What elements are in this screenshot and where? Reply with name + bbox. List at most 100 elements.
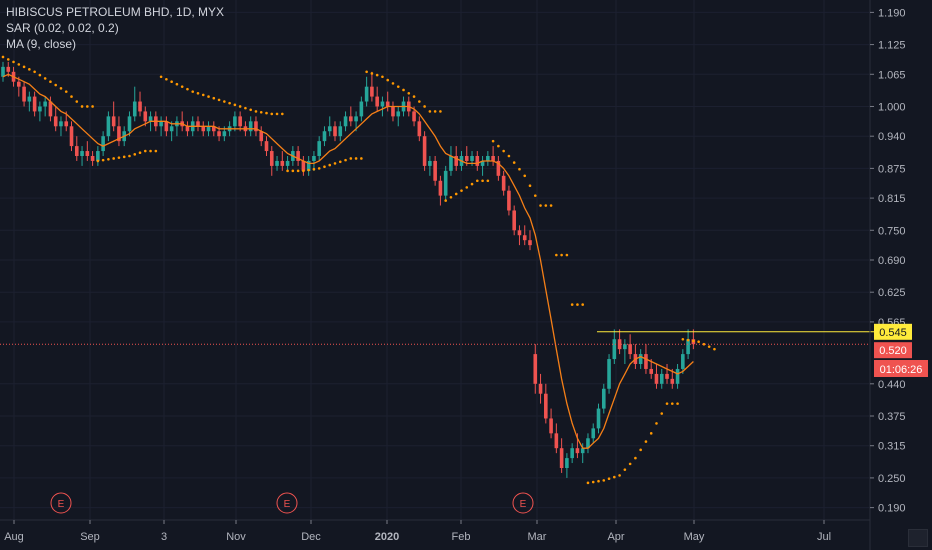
candle-body — [322, 131, 327, 142]
sar-dot — [444, 199, 447, 202]
sar-dot — [223, 100, 226, 103]
candle-body — [565, 458, 569, 468]
candle-body — [269, 151, 274, 166]
sar-dot — [244, 106, 247, 110]
sar-dot — [186, 87, 189, 91]
ma-indicator-label[interactable]: MA (9, close) — [6, 37, 77, 51]
sar-dot — [370, 72, 374, 75]
candle-body — [507, 190, 511, 211]
countdown-badge — [874, 360, 928, 377]
earnings-label: E — [520, 499, 527, 510]
sar-dot — [591, 480, 595, 484]
candle-body — [280, 160, 285, 166]
alert-price-badge — [874, 323, 912, 340]
y-tick-label: 1.000 — [878, 101, 906, 113]
sar-dot — [491, 139, 495, 143]
candle-body — [349, 116, 353, 122]
candle-body — [512, 210, 516, 231]
candle-body — [96, 151, 100, 161]
sar-dot — [75, 100, 79, 103]
y-tick-label: 0.190 — [878, 503, 906, 515]
candle-body — [312, 156, 316, 161]
candle-body — [438, 180, 443, 196]
sar-dot — [217, 98, 221, 102]
candle-body — [317, 141, 321, 156]
sar-dot — [518, 167, 521, 171]
y-axis[interactable]: 1.190 1.125 1.065 1.000 0.940 0.875 0.815 0.750… — [869, 0, 906, 550]
candle-body — [364, 86, 369, 102]
sar-dot — [396, 85, 400, 88]
symbol-title[interactable]: HIBISCUS PETROLEUM BHD, 1D, MYX — [6, 5, 225, 19]
sar-dot — [512, 161, 516, 164]
sar-dot — [59, 87, 63, 90]
sar-dot — [302, 169, 305, 173]
candle-body — [649, 368, 654, 374]
x-tick-label: Aug — [4, 531, 24, 543]
sar-dot — [86, 105, 89, 108]
candle-body — [301, 160, 306, 171]
sar-dot — [692, 339, 695, 343]
candle-body — [296, 151, 300, 161]
candle-body — [449, 156, 453, 171]
candle-body — [443, 170, 448, 196]
sar-dot — [454, 192, 458, 196]
sar-dot — [201, 93, 205, 97]
y-tick-label: 0.250 — [878, 473, 906, 485]
sar-dot — [259, 110, 263, 114]
sar-dot — [676, 402, 679, 405]
y-tick-label: 1.190 — [878, 7, 906, 19]
sar-dot — [497, 144, 500, 148]
x-tick-label: Feb — [452, 531, 471, 543]
sar-dot — [528, 184, 532, 188]
sar-dot — [507, 154, 511, 158]
sar-dot — [49, 80, 52, 84]
scale-settings-icon[interactable] — [908, 529, 928, 547]
sar-dot — [391, 82, 395, 85]
sar-dot — [212, 96, 216, 100]
candle-body — [27, 96, 32, 102]
sar-dot — [639, 448, 642, 452]
candle-body — [6, 66, 11, 72]
sar-dot — [312, 167, 316, 171]
sar-dot — [697, 340, 700, 344]
sar-dot — [581, 303, 584, 306]
candle-body — [612, 339, 617, 360]
sar-dots — [1, 55, 716, 485]
sar-dot — [655, 422, 658, 425]
sar-dot — [138, 151, 142, 154]
candle-body — [686, 339, 690, 355]
sar-dot — [91, 105, 94, 108]
sar-dot — [476, 179, 479, 183]
sar-dot — [107, 158, 110, 161]
candle-body — [486, 156, 490, 161]
candle-body — [607, 359, 611, 389]
candle-body — [222, 131, 227, 137]
sar-dot — [112, 157, 115, 160]
sar-dot — [249, 108, 252, 112]
sar-dot — [628, 462, 632, 466]
sar-dot — [618, 474, 621, 477]
sar-dot — [28, 68, 31, 71]
x-axis[interactable]: Aug Sep 3 Nov Dec 2020 Feb Mar Apr May Jul — [0, 519, 870, 543]
x-tick-label: May — [684, 531, 705, 543]
ma-line — [2, 73, 694, 449]
candle-body — [212, 126, 216, 132]
candle-body — [74, 146, 79, 156]
earnings-icon — [50, 492, 72, 514]
candle-body — [675, 368, 680, 384]
candle-body — [359, 101, 364, 117]
sar-dot — [665, 402, 669, 405]
sar-indicator-label[interactable]: SAR (0.02, 0.02, 0.2) — [6, 21, 119, 35]
y-tick-label: 0.690 — [878, 255, 906, 267]
candle-body — [396, 111, 401, 117]
ma-polyline — [2, 73, 694, 449]
candle-body — [370, 86, 374, 97]
sar-dot — [328, 163, 332, 167]
sar-dot — [523, 174, 527, 178]
sar-dot — [502, 149, 505, 153]
last-price-badge — [874, 342, 912, 359]
candle-body — [43, 101, 47, 107]
candle-body — [217, 131, 221, 137]
